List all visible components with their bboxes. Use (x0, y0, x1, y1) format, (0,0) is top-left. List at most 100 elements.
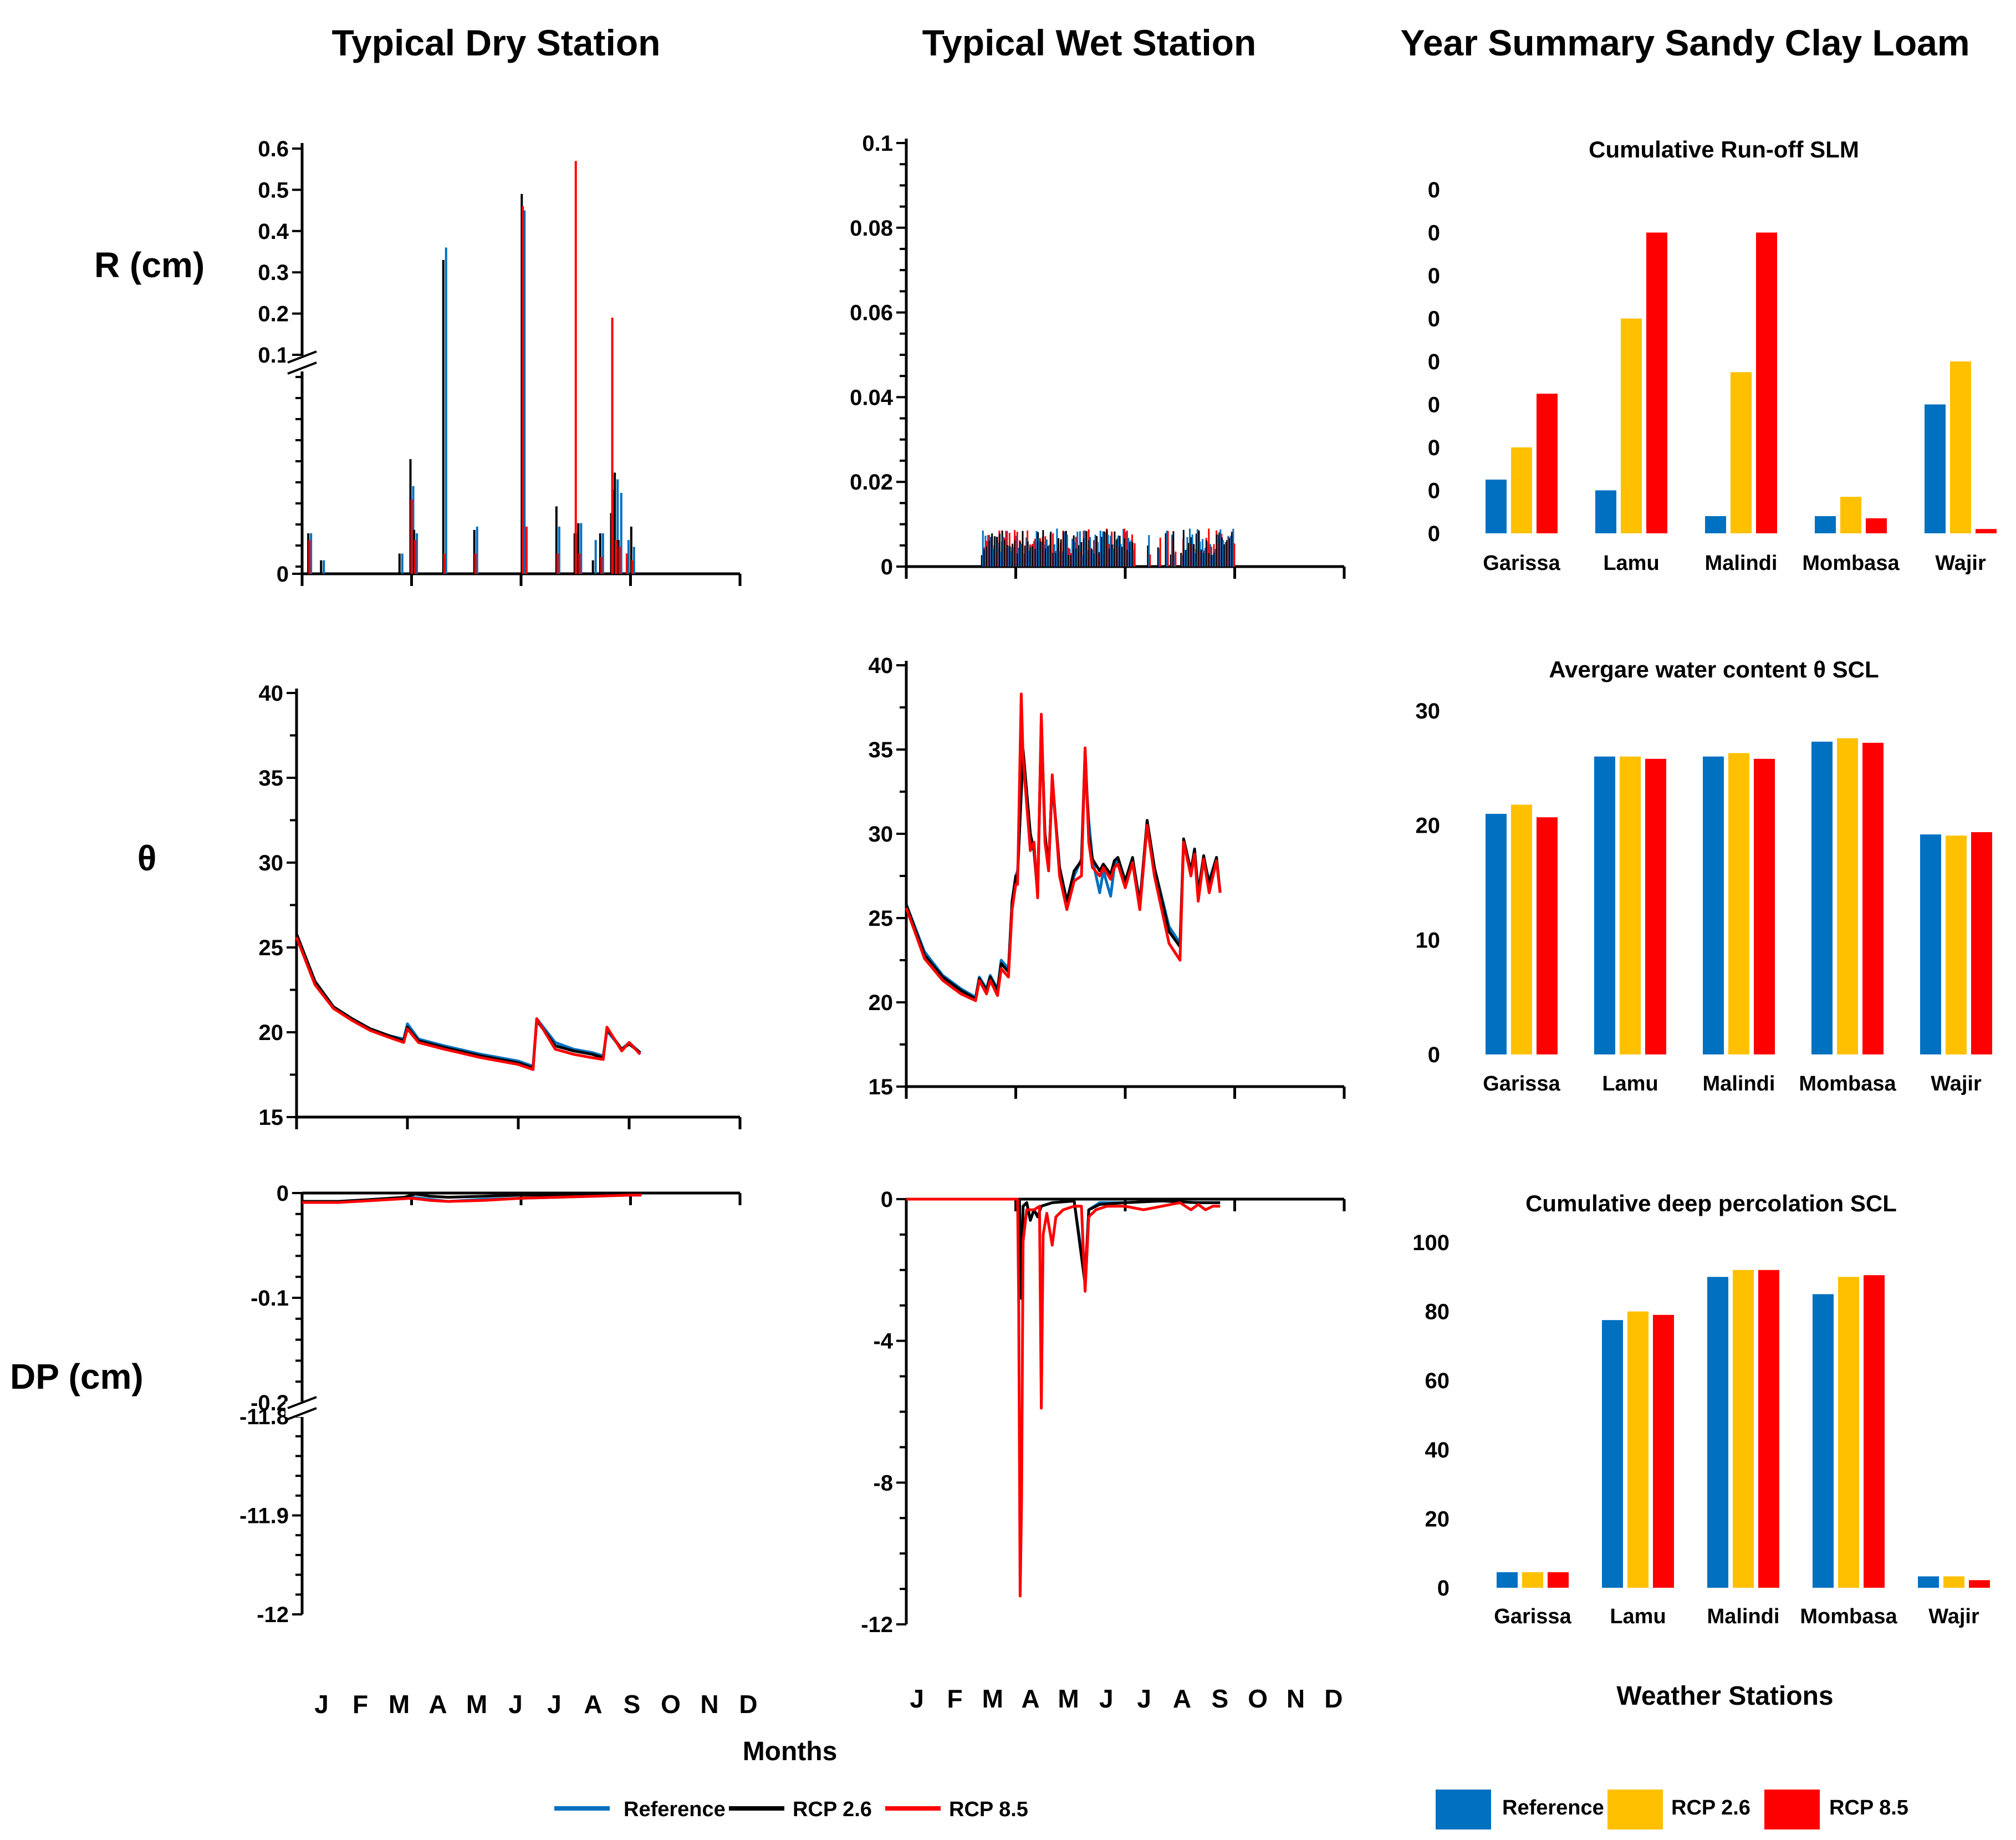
bar_dp-bar-rcp-2-6 (1943, 1576, 1964, 1588)
dry-dp-y-tick-label: -11.8 (239, 1405, 289, 1429)
dry-dp-y-tick-label: -0.2 (251, 1391, 289, 1415)
bar_theta-bar-reference (1486, 814, 1507, 1054)
bar_runoff-category-label: Wajir (1935, 552, 1986, 575)
bar_runoff-y-tick-label: 0 (1428, 178, 1440, 202)
dry_theta-y-tick-label: 20 (259, 1021, 284, 1045)
month-label: F (947, 1684, 962, 1713)
month-label: A (584, 1690, 602, 1719)
legend-swatch-rcp26 (1607, 1790, 1663, 1829)
bar_dp-category-label: Lamu (1610, 1605, 1666, 1628)
row-label-runoff: R (cm) (94, 245, 205, 285)
bar_theta-bar-reference (1594, 756, 1615, 1054)
wet-dp-y-tick-label: -8 (873, 1471, 893, 1495)
row-label-theta: θ (137, 838, 157, 878)
wet-runoff-y-tick-label: 0.08 (850, 216, 893, 241)
month-label: J (910, 1684, 924, 1713)
dry-dp-y-tick-label: -11.9 (239, 1504, 289, 1528)
bar_theta-category-label: Lamu (1602, 1072, 1658, 1095)
month-label: A (1173, 1684, 1191, 1713)
bar_runoff-bar-reference (1595, 490, 1616, 533)
bar-legend: Reference RCP 2.6 RCP 8.5 (1436, 1790, 1908, 1829)
wet-runoff-y-tick-label: 0.06 (850, 301, 893, 325)
bar_dp-y-tick-label: 40 (1425, 1438, 1450, 1462)
row-label-dp: DP (cm) (10, 1357, 144, 1396)
bar_dp-bar-rcp-8-5 (1758, 1270, 1779, 1588)
bar_dp-bar-rcp-8-5 (1548, 1572, 1569, 1588)
dry_theta-line-rcp85 (295, 936, 641, 1071)
month-label: O (1248, 1684, 1268, 1713)
wet-runoff-y-tick-label: 0.02 (850, 470, 893, 495)
bar_runoff-category-label: Malindi (1705, 552, 1778, 575)
bar_theta-bar-reference (1920, 834, 1941, 1054)
wet-dp-plot: 0 -4 -8 -12 (861, 1187, 1346, 1637)
bar_theta-category-label: Wajir (1931, 1072, 1982, 1095)
wet_theta-line-rcp26 (905, 717, 1222, 1001)
month-label: F (353, 1690, 368, 1719)
wet_theta-y-tick-label: 20 (869, 991, 894, 1015)
bar_runoff-bar-rcp-8-5 (1537, 394, 1558, 533)
title-dry-station: Typical Dry Station (332, 22, 661, 63)
dry_theta-line-reference (295, 933, 641, 1068)
month-label: M (1058, 1684, 1079, 1713)
bar_dp-y-tick-label: 0 (1437, 1576, 1450, 1601)
bar-runoff-chart: Cumulative Run-off SLM 0 0 0 0 0 0 0 0 0 Garissa La… (1428, 136, 1997, 575)
dry-runoff-y-tick-label: 0.3 (258, 261, 289, 285)
legend-text-rcp85: RCP 8.5 (949, 1798, 1028, 1821)
bar_dp-title: Cumulative deep percolation SCL (1525, 1190, 1897, 1216)
dry-runoff-y-tick-label: 0.4 (258, 220, 289, 244)
month-label: M (466, 1690, 487, 1719)
bar_theta-bar-rcp-2-6 (1946, 835, 1967, 1054)
bar_dp-bar-reference (1707, 1277, 1728, 1588)
wet-dp-y-tick-label: -12 (861, 1613, 893, 1637)
bar_theta-y-tick-label: 30 (1416, 699, 1441, 723)
dry_theta-y-tick-label: 35 (259, 766, 284, 791)
bar_theta-bar-rcp-2-6 (1837, 738, 1858, 1054)
dry-dp-plot: 0 -0.1 -0.2-11.8 -11.9 -12 (239, 1181, 742, 1627)
dry_theta-y-tick-label: 40 (259, 681, 284, 706)
wet-runoff-plot: 0 0.02 0.04 0.06 0.08 0.1 (850, 131, 1346, 579)
bar_runoff-y-tick-label: 0 (1428, 307, 1440, 332)
bar_runoff-y-tick-label: 0 (1428, 436, 1440, 460)
bar_runoff-bar-rcp-2-6 (1840, 497, 1861, 533)
bar_dp-bar-rcp-2-6 (1627, 1311, 1648, 1588)
month-label: J (508, 1690, 523, 1719)
bar_theta-bar-rcp-8-5 (1645, 758, 1666, 1054)
legend-text-reference: Reference (624, 1798, 726, 1821)
bar_dp-y-tick-label: 20 (1425, 1507, 1450, 1531)
bar_theta-category-label: Garissa (1483, 1072, 1560, 1095)
bar_runoff-bar-rcp-2-6 (1950, 361, 1971, 533)
bar_runoff-category-label: Garissa (1483, 552, 1560, 575)
dry-runoff-axis-break (287, 350, 317, 375)
wet-dp-y-tick-label: 0 (881, 1187, 893, 1212)
wet_theta-y-tick-label: 15 (869, 1075, 894, 1099)
bar_dp-bar-rcp-2-6 (1733, 1270, 1754, 1588)
dry_theta-line-rcp26 (295, 933, 641, 1069)
legend-swatch-rcp85 (1764, 1790, 1820, 1829)
month-label: A (1022, 1684, 1040, 1713)
bar_runoff-title: Cumulative Run-off SLM (1589, 136, 1859, 162)
legend-bar-text-rcp85: RCP 8.5 (1829, 1796, 1908, 1819)
bar_runoff-bar-reference (1925, 404, 1946, 533)
bar_runoff-y-tick-label: 0 (1428, 264, 1440, 288)
wet-dp-line-reference (906, 1197, 1221, 1297)
month-label: J (1099, 1684, 1114, 1713)
bar_dp-bar-rcp-2-6 (1838, 1277, 1859, 1588)
month-label: A (428, 1690, 447, 1719)
month-label: D (1324, 1684, 1343, 1713)
bar_theta-y-tick-label: 0 (1428, 1043, 1440, 1067)
line-legend: Reference RCP 2.6 RCP 8.5 (554, 1798, 1028, 1821)
wet-theta-plot: 15 20 25 30 35 40 (869, 654, 1346, 1099)
wet_theta-line-rcp85 (905, 692, 1222, 1002)
bar_dp-bar-rcp-8-5 (1969, 1580, 1990, 1588)
bar_runoff-bar-rcp-2-6 (1621, 318, 1642, 533)
bar_runoff-bar-reference (1705, 516, 1726, 533)
month-label: J (314, 1690, 329, 1719)
dry_theta-y-tick-label: 30 (259, 851, 284, 875)
bar_dp-bar-reference (1813, 1294, 1834, 1588)
bar_theta-category-label: Malindi (1703, 1072, 1775, 1095)
dry-runoff-y-tick-label: 0.2 (258, 302, 289, 327)
bar_dp-bar-rcp-8-5 (1653, 1314, 1674, 1588)
dry-dp-y-tick-label: 0 (277, 1181, 289, 1206)
bar-dp-chart: Cumulative deep percolation SCL 0 20 40 60 80… (1412, 1190, 1990, 1628)
